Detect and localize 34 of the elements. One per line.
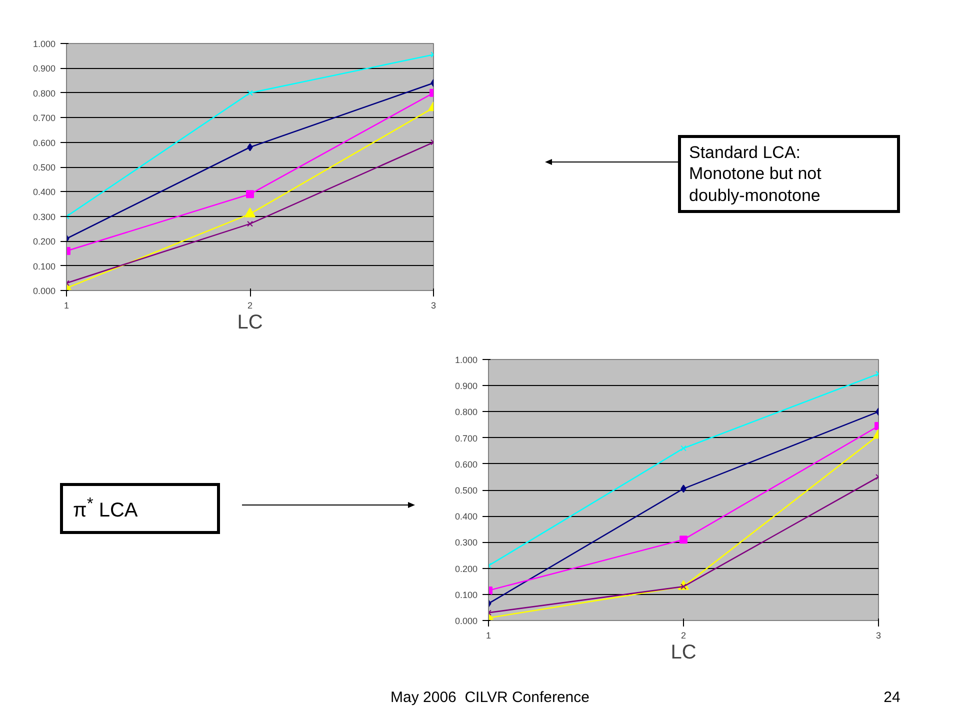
y-tick-label: 1.000: [454, 355, 478, 365]
y-tick-label: 0.600: [454, 459, 478, 470]
x-tick-label: 2: [247, 300, 253, 310]
y-tick-label: 0.900: [454, 381, 478, 392]
text: May 2006 CILVR Conference: [390, 688, 590, 708]
y-tick-label: 0.800: [32, 88, 56, 98]
y-tick-label: 0.300: [454, 538, 478, 548]
x-tick-label: 2: [680, 630, 686, 640]
y-tick-label: 0.400: [454, 512, 478, 522]
text: 24: [882, 688, 902, 708]
y-tick-label: 0.800: [454, 407, 478, 418]
x-tick-label: 1: [486, 630, 492, 640]
x-axis-title: LC: [670, 642, 696, 664]
y-tick-label: 0.100: [32, 261, 56, 272]
y-tick-label: 0.200: [32, 236, 56, 247]
y-tick-label: 0.000: [32, 286, 56, 296]
y-tick-label: 0.100: [454, 590, 478, 600]
y-tick-label: 0.700: [454, 433, 478, 444]
y-tick-label: 0.400: [32, 187, 56, 198]
y-tick-label: 0.300: [32, 212, 56, 222]
x-tick-label: 1: [64, 300, 70, 310]
y-tick-label: 0.600: [32, 138, 56, 148]
y-tick-label: 0.200: [454, 564, 478, 574]
y-tick-label: 1.000: [32, 39, 56, 49]
y-tick-label: 0.000: [454, 616, 478, 626]
x-tick-label: 3: [876, 630, 882, 640]
y-tick-label: 0.900: [32, 64, 56, 74]
x-tick-label: 3: [430, 300, 436, 310]
text: Standard LCA: Monotone but not doubly-monotone: [678, 135, 900, 213]
y-tick-label: 0.500: [32, 162, 56, 172]
y-tick-label: 0.500: [454, 486, 478, 496]
x-axis-title: LC: [237, 312, 263, 334]
y-tick-label: 0.700: [32, 113, 56, 124]
text: π$^{*}$ LCA: [60, 483, 220, 534]
